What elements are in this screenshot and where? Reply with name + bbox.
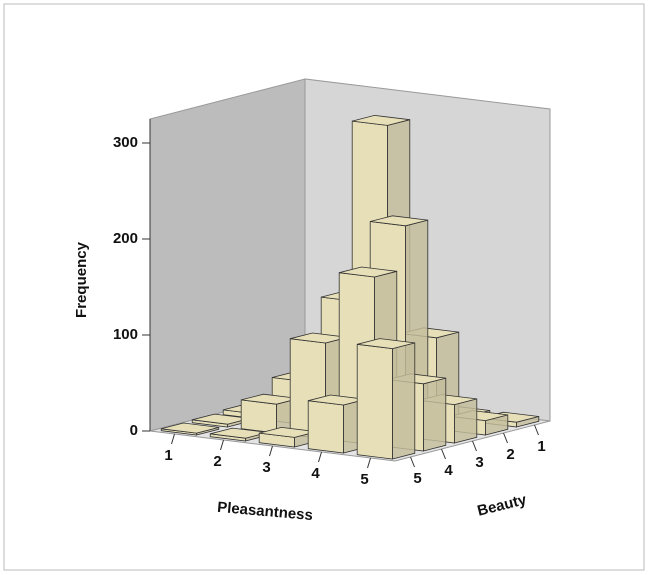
- z-tick: [410, 456, 415, 468]
- bar-top: [352, 114, 410, 126]
- bar-side-shade: [196, 427, 219, 435]
- x-tick-label: 2: [213, 453, 221, 470]
- x-tick-label: 3: [262, 459, 270, 476]
- y-tick-label: 100: [113, 326, 138, 343]
- z-tick-label: 1: [537, 438, 545, 455]
- z-tick-label: 4: [444, 462, 453, 479]
- bar-front: [356, 343, 393, 460]
- bar-top: [161, 422, 219, 434]
- z-tick: [441, 448, 446, 460]
- bar: [356, 338, 416, 460]
- bar: [418, 394, 478, 444]
- x-tick: [171, 433, 175, 445]
- x-tick: [367, 457, 371, 469]
- bar-side-shade: [423, 378, 446, 451]
- bar-front: [307, 400, 344, 454]
- x-tick: [220, 439, 224, 451]
- y-tick-label: 0: [130, 422, 138, 439]
- z-tick-label: 3: [475, 454, 483, 471]
- y-tick-label: 200: [113, 230, 138, 247]
- z-tick: [503, 432, 508, 444]
- z-tick: [534, 424, 539, 436]
- bar: [160, 422, 220, 436]
- x-tick: [318, 451, 322, 463]
- bar-top: [357, 338, 415, 350]
- z-tick-label: 2: [506, 446, 514, 463]
- z-tick: [472, 440, 477, 452]
- x-tick: [269, 445, 273, 457]
- y-tick-label: 300: [113, 134, 138, 151]
- bar-side-shade: [485, 414, 508, 435]
- bar-side-shade: [516, 416, 539, 427]
- x-tick-label: 1: [164, 447, 172, 464]
- z-tick-label: 5: [413, 470, 421, 487]
- bar-top: [370, 215, 428, 227]
- bar-front: [240, 399, 277, 434]
- y-axis-label: Frequency: [73, 241, 90, 318]
- bar-side-shade: [454, 398, 477, 443]
- x-tick-label: 5: [360, 471, 368, 488]
- bar-top: [339, 266, 397, 278]
- x-tick-label: 4: [311, 465, 320, 482]
- bar-side-shade: [392, 342, 415, 459]
